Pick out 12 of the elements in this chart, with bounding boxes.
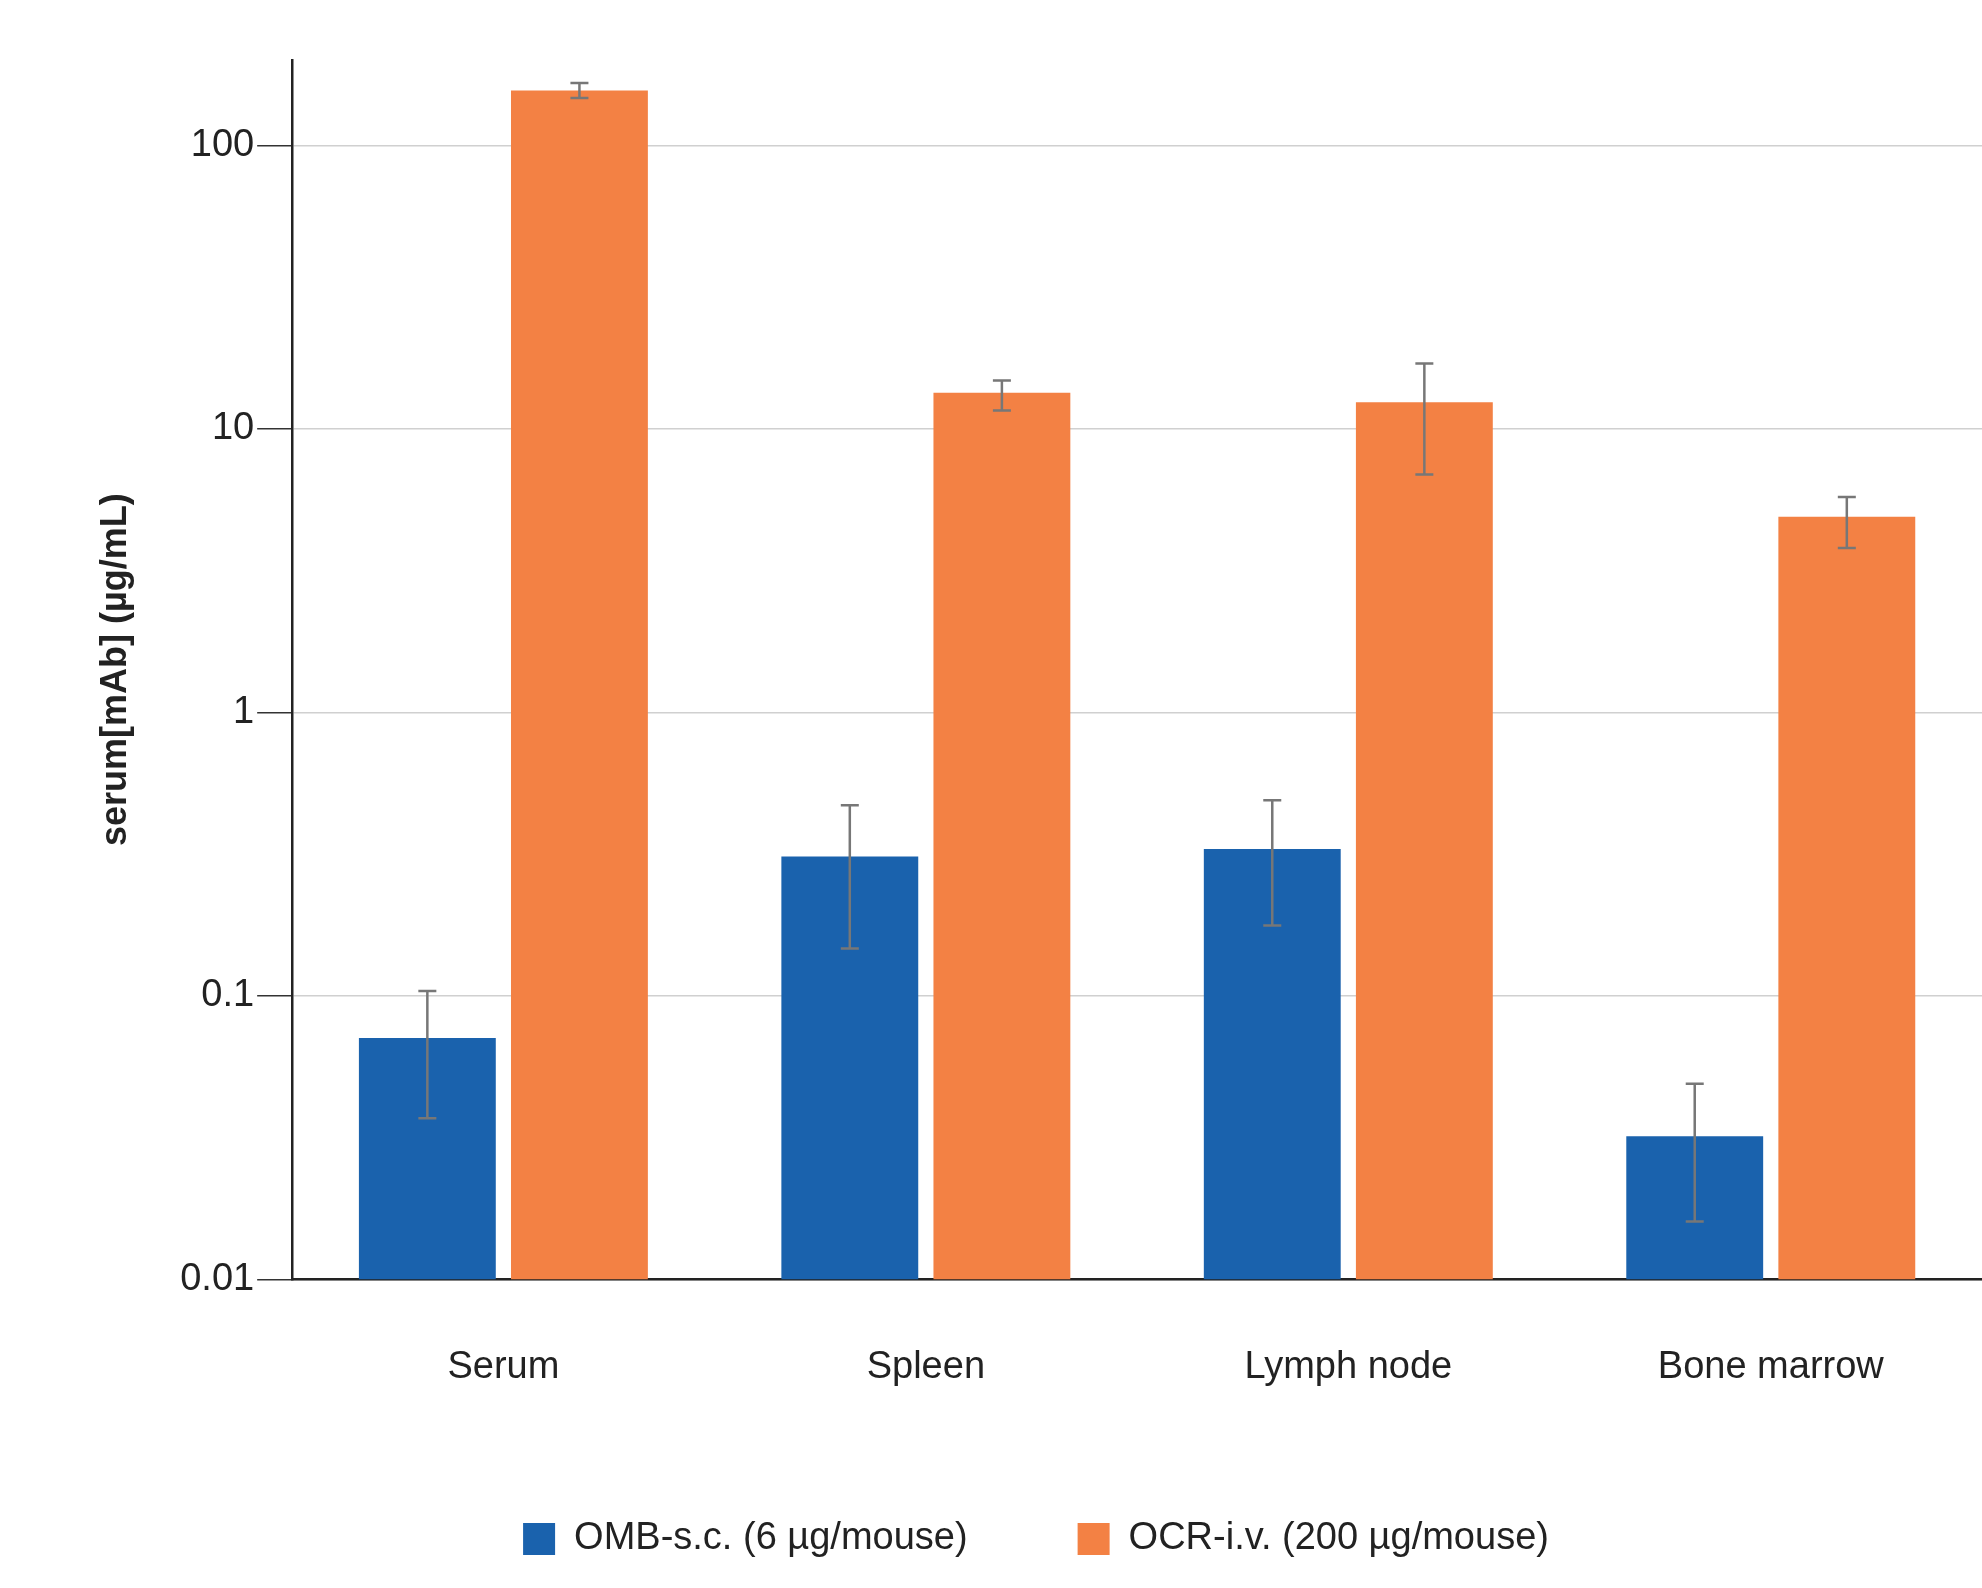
y-axis-title: serum[mAb] (µg/mL)	[92, 493, 134, 847]
x-tick-label: Bone marrow	[1657, 1343, 1885, 1386]
y-tick-label: 1	[233, 688, 255, 731]
legend-label: OCR-i.v. (200 µg/mouse)	[1128, 1515, 1549, 1558]
y-tick-label: 10	[211, 405, 255, 448]
legend-label: OMB-s.c. (6 µg/mouse)	[574, 1515, 968, 1558]
x-tick-label: Spleen	[866, 1343, 986, 1386]
y-tick-label: 0.01	[180, 1255, 255, 1298]
y-tick-label: 0.1	[201, 972, 255, 1015]
x-tick-label: Lymph node	[1244, 1343, 1453, 1386]
y-tick-label: 100	[190, 121, 255, 164]
x-tick-label: Serum	[447, 1343, 560, 1386]
